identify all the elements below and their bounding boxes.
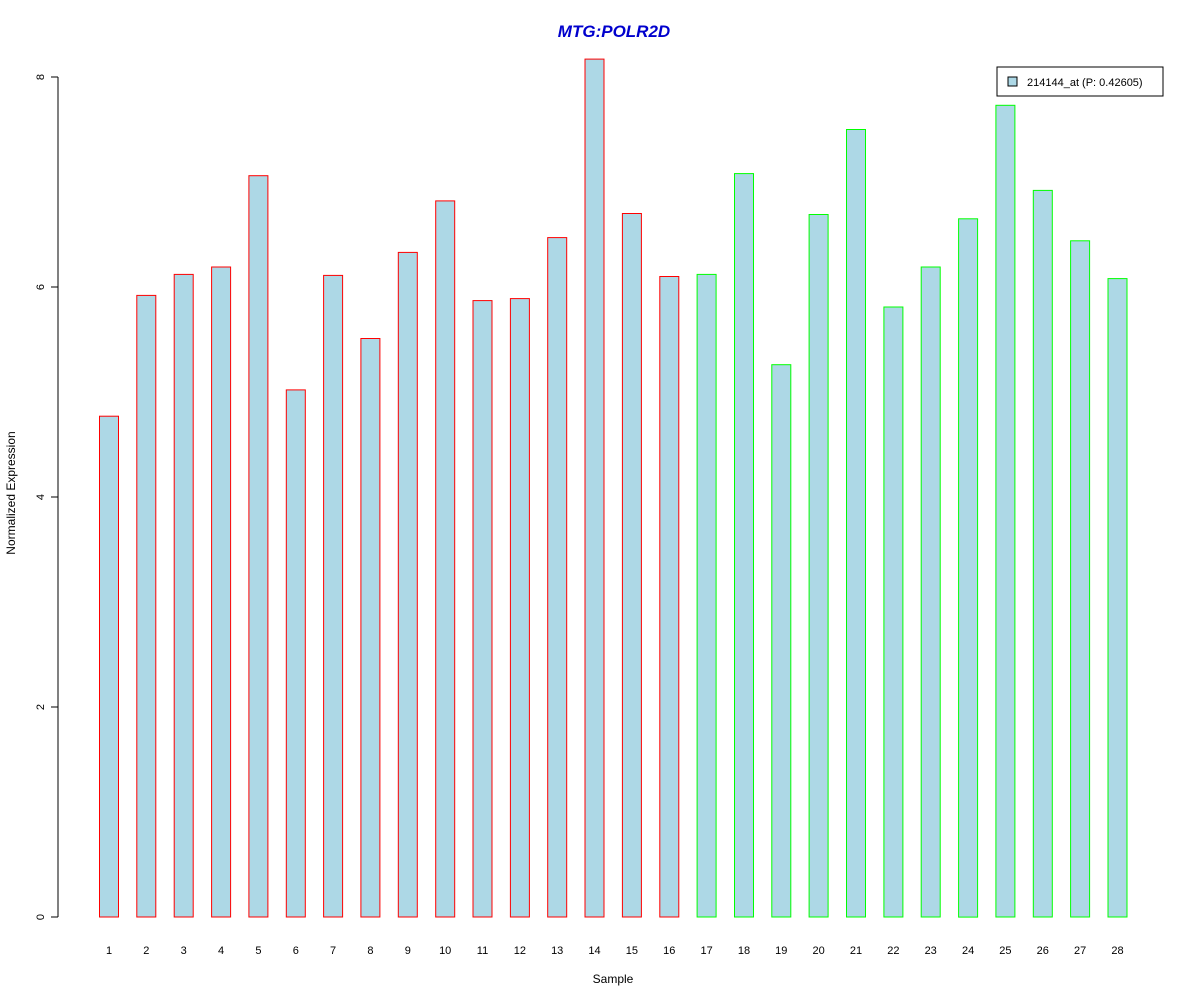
bar-sample-19 — [771, 364, 792, 918]
x-tick-label: 22 — [887, 945, 899, 957]
x-tick-label: 24 — [962, 945, 974, 957]
bar-sample-10 — [435, 200, 456, 918]
bar-sample-16 — [659, 276, 680, 918]
x-axis-label: Sample — [593, 972, 634, 986]
x-tick-label: 19 — [775, 945, 787, 957]
bar-sample-26 — [1032, 189, 1053, 918]
bar-sample-25 — [995, 104, 1016, 918]
bar-sample-20 — [808, 214, 829, 918]
bar-sample-28 — [1107, 278, 1128, 918]
y-axis-label: Normalized Expression — [4, 431, 18, 554]
x-tick-label: 12 — [514, 945, 526, 957]
x-tick-label: 10 — [439, 945, 451, 957]
x-tick-label: 18 — [738, 945, 750, 957]
bar-sample-8 — [360, 338, 381, 918]
bar-sample-9 — [397, 251, 418, 918]
x-tick-label: 8 — [367, 945, 373, 957]
x-tick-label: 6 — [293, 945, 299, 957]
y-tick-label: 4 — [35, 494, 47, 500]
bar-sample-18 — [734, 173, 754, 918]
bars-group — [99, 58, 1128, 918]
legend-swatch — [1007, 76, 1018, 87]
bar-sample-21 — [846, 129, 866, 918]
y-tick-label: 6 — [35, 284, 47, 290]
x-tick-label: 25 — [999, 945, 1011, 957]
x-tick-label: 4 — [218, 945, 224, 957]
bar-sample-3 — [173, 273, 194, 918]
x-tick-label: 1 — [106, 945, 112, 957]
x-tick-label: 15 — [626, 945, 638, 957]
legend-label: 214144_at (P: 0.42605) — [1027, 77, 1143, 89]
x-tick-label: 11 — [477, 945, 488, 957]
bar-sample-22 — [883, 306, 904, 918]
y-tick-label: 2 — [35, 704, 47, 710]
bar-sample-11 — [472, 300, 493, 918]
bar-sample-7 — [323, 274, 344, 918]
bar-sample-13 — [547, 237, 568, 918]
bar-sample-5 — [248, 175, 269, 918]
bar-sample-14 — [584, 58, 605, 918]
x-tick-label: 23 — [925, 945, 937, 957]
x-tick-labels: 1 2 3 4 5 6 7 8 9 10 11 12 13 14 15 16 17 18 19 20 21 22 23 24 2… — [106, 945, 1124, 957]
legend-box — [996, 66, 1164, 97]
x-tick-label: 5 — [255, 945, 261, 957]
legend: 214144_at (P: 0.42605) — [996, 66, 1164, 97]
bar-sample-12 — [509, 298, 530, 918]
x-tick-label: 28 — [1111, 945, 1123, 957]
x-tick-label: 20 — [812, 945, 824, 957]
x-tick-label: 9 — [405, 945, 411, 957]
x-tick-label: 21 — [850, 945, 862, 957]
x-tick-label: 16 — [663, 945, 675, 957]
y-tick-label: 0 — [35, 914, 47, 920]
x-tick-label: 7 — [330, 945, 336, 957]
bar-sample-15 — [621, 213, 642, 918]
x-tick-label: 27 — [1074, 945, 1086, 957]
bar-sample-24 — [958, 218, 979, 918]
bar-sample-23 — [920, 266, 941, 918]
bar-sample-17 — [696, 273, 717, 918]
x-tick-label: 14 — [588, 945, 600, 957]
bar-sample-2 — [136, 294, 157, 918]
x-tick-label: 17 — [700, 945, 712, 957]
x-tick-label: 26 — [1037, 945, 1049, 957]
bar-sample-4 — [211, 266, 232, 918]
chart-title: MTG:POLR2D — [558, 22, 670, 41]
x-tick-label: 3 — [181, 945, 187, 957]
x-tick-label: 13 — [551, 945, 563, 957]
bar-sample-6 — [285, 389, 306, 918]
y-tick-label: 8 — [35, 74, 47, 80]
bar-sample-1 — [99, 415, 119, 918]
y-axis: 0 2 4 6 8 — [35, 74, 59, 920]
x-tick-label: 2 — [143, 945, 149, 957]
bar-sample-27 — [1070, 240, 1091, 918]
